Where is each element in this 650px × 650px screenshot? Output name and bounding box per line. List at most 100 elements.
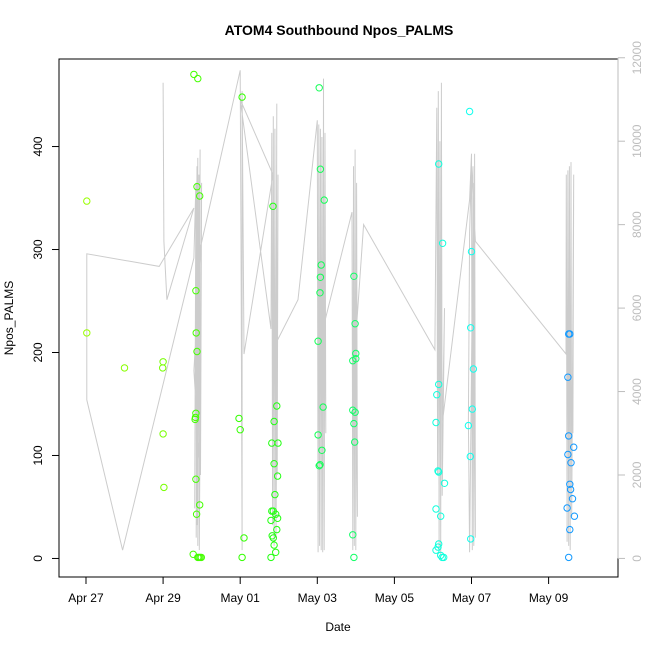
data-point [274, 439, 282, 447]
data-point [466, 452, 474, 461]
data-point [316, 289, 324, 297]
data-point [570, 443, 578, 451]
data-point [570, 512, 579, 520]
data-point [564, 373, 572, 381]
point-layer [83, 70, 579, 562]
data-point [467, 247, 476, 256]
data-point [194, 74, 202, 83]
y2-tick-label: 2000 [630, 461, 644, 488]
data-point [192, 510, 201, 518]
data-point [83, 197, 91, 205]
y2-tick-label: 12000 [630, 41, 644, 75]
data-point [566, 525, 574, 534]
data-point [197, 553, 206, 562]
y-tick-label: 0 [31, 555, 45, 562]
data-point [464, 421, 473, 430]
x-tick-label: May 09 [529, 591, 569, 605]
data-point [317, 261, 325, 269]
data-point [434, 467, 442, 475]
x-tick-label: May 01 [221, 591, 261, 605]
data-point [190, 70, 198, 79]
data-point [270, 541, 278, 549]
x-tick-label: May 03 [298, 591, 338, 605]
data-point [267, 516, 275, 525]
data-point [238, 93, 246, 101]
chart-title: ATOM4 Southbound Npos_PALMS [225, 22, 454, 38]
data-point [350, 553, 358, 562]
data-point [568, 495, 577, 503]
data-point [269, 534, 277, 542]
data-point [350, 272, 358, 280]
data-point [270, 460, 278, 468]
y-tick-label: 400 [31, 136, 45, 156]
x-tick-label: May 05 [375, 591, 415, 605]
data-point [319, 403, 327, 411]
data-point [432, 418, 440, 427]
data-point [440, 479, 449, 487]
data-point [236, 426, 244, 434]
data-point [314, 337, 322, 345]
data-point [320, 196, 328, 204]
y2-tick-label: 4000 [630, 378, 644, 405]
data-point [273, 402, 281, 410]
data-point [467, 324, 475, 332]
data-point [192, 329, 200, 337]
data-point [465, 107, 474, 116]
data-point [193, 183, 201, 191]
y2-tick-label: 8000 [630, 211, 644, 238]
data-point [435, 380, 443, 389]
secondary-series-line [86, 70, 575, 555]
y-axis-left: 0 100 200 300 400 [31, 136, 60, 562]
data-point [565, 553, 573, 562]
data-point [351, 408, 359, 416]
data-point [159, 364, 167, 372]
data-point [235, 414, 243, 423]
data-point [432, 546, 440, 554]
data-point [351, 438, 359, 446]
data-point [566, 485, 575, 494]
data-point [440, 553, 448, 562]
data-point [350, 419, 358, 428]
data-point [316, 273, 325, 281]
data-point [565, 432, 573, 440]
data-point [563, 504, 571, 512]
y2-tick-label: 6000 [630, 294, 644, 321]
secondary-line-layer [86, 70, 575, 555]
data-point [469, 365, 478, 373]
data-point [564, 450, 572, 459]
data-point [566, 480, 574, 488]
data-point [269, 202, 277, 211]
y2-tick-label: 0 [630, 555, 644, 562]
data-point [193, 347, 201, 356]
data-point [468, 405, 476, 413]
y2-tick-label: 10000 [630, 124, 644, 158]
data-point [270, 417, 278, 426]
data-point [432, 505, 440, 513]
data-point [196, 501, 204, 509]
data-point [272, 510, 280, 518]
x-axis: Apr 27 Apr 29 May 01 May 03 May 05 May 07 May … [68, 576, 569, 605]
y-tick-label: 300 [31, 239, 45, 259]
data-point [192, 475, 200, 483]
data-point [159, 430, 167, 438]
data-point [192, 287, 200, 295]
y-axis-right: 0 2000 4000 6000 8000 10000 12000 [617, 41, 644, 562]
data-point [437, 512, 445, 520]
x-axis-label: Date [325, 620, 351, 634]
data-point [435, 540, 443, 548]
data-point [316, 165, 325, 173]
data-point [567, 459, 575, 467]
data-point [267, 553, 275, 562]
data-point [433, 391, 441, 399]
data-point [435, 468, 443, 476]
data-point [349, 406, 357, 414]
data-point [318, 446, 326, 454]
data-point [238, 553, 246, 562]
data-point [160, 483, 168, 492]
x-tick-label: Apr 27 [68, 591, 104, 605]
data-point [273, 514, 282, 522]
y-tick-label: 200 [31, 342, 45, 362]
data-point [314, 431, 322, 439]
data-point [271, 490, 279, 499]
